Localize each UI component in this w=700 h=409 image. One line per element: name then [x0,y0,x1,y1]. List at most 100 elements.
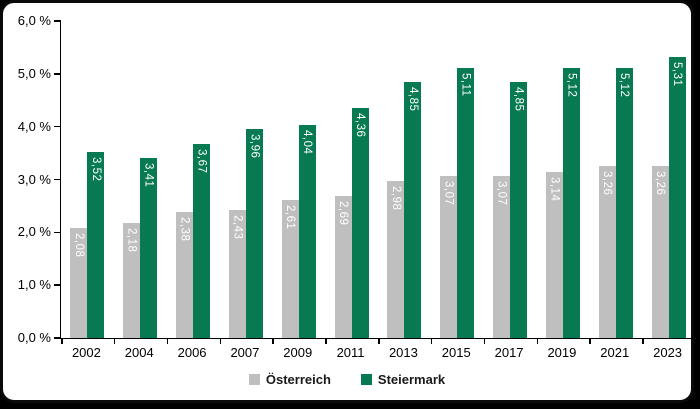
bar-group-2023: 3,26 5,31 [642,21,695,338]
x-tick-mark [483,338,486,344]
bar-steiermark-2011: 4,36 [351,107,369,338]
bar-value-label: 2,61 [284,205,297,230]
bar-value-label: 5,31 [671,62,684,87]
bar-value-label: 3,96 [248,133,261,159]
bar-steiermark-2017: 4,85 [510,81,528,338]
x-tick-mark [272,338,274,344]
legend-label: Steiermark [377,372,446,387]
bar-steiermark-2009: 4,04 [298,124,316,338]
bar-oesterreich-2015: 3,07 [440,175,458,338]
x-tick-mark [430,338,433,344]
x-tick-mark [113,338,116,344]
bar-value-label: 3,67 [195,149,208,174]
bar-value-label: 5,11 [459,73,472,97]
bar-oesterreich-2007: 2,43 [228,209,246,338]
bar-oesterreich-2017: 3,07 [493,175,511,338]
bar-group-2011: 2,69 4,36 [325,21,378,338]
bar-value-label: 3,52 [89,157,102,182]
legend: Österreich Steiermark [3,372,691,387]
y-tick-mark [54,284,61,286]
bar-value-label: 5,12 [565,72,578,97]
x-tick-mark [61,338,63,344]
y-axis-label: 6,0 % [17,13,51,28]
y-axis-label: 1,0 % [17,277,51,293]
legend-swatch [360,374,372,385]
bar-steiermark-2007: 3,96 [245,128,263,338]
bar-group-2006: 2,38 3,67 [167,21,220,338]
x-axis-label: 2021 [600,345,630,360]
bar-oesterreich-2006: 2,38 [176,212,194,338]
y-axis-label: 2,0 % [17,224,51,240]
x-axis-label: 2015 [441,345,471,360]
bar-group-2002: 2,08 3,52 [61,21,114,338]
x-tick-mark [642,338,644,344]
bar-groups: 2,08 3,52 2,18 3,41 2,38 3,67 2,43 3,96 2,61 4,04… [61,21,695,338]
bar-steiermark-2013: 4,85 [404,81,422,338]
bar-group-2004: 2,18 3,41 [114,21,167,338]
bar-steiermark-2021: 5,12 [615,67,633,338]
bar-group-2009: 2,61 4,04 [272,21,325,338]
x-axis-labels: 2002 2004 2006 2007 2009 2011 2013 2015 2017 2019… [60,345,694,360]
bar-steiermark-2006: 3,67 [193,144,211,338]
bar-steiermark-2015: 5,11 [457,68,475,338]
x-axis-label: 2013 [388,345,418,360]
bar-oesterreich-2004: 2,18 [123,222,141,338]
x-axis-label: 2006 [177,345,207,360]
legend-item-oesterreich: Österreich [248,372,331,387]
bar-oesterreich-2011: 2,69 [334,195,352,338]
y-tick-mark [54,231,61,234]
bar-value-label: 2,98 [389,185,402,210]
bar-value-label: 2,43 [231,214,244,240]
x-axis-label: 2009 [283,345,313,360]
bar-oesterreich-2009: 2,61 [281,200,299,338]
x-axis-label: 2019 [547,345,577,360]
legend-label: Österreich [265,372,331,387]
y-tick-mark [54,20,61,22]
bar-group-2007: 2,43 3,96 [219,21,272,338]
y-tick-mark [54,178,61,181]
x-axis-label: 2017 [494,345,524,360]
bar-group-2015: 3,07 5,11 [431,21,484,338]
x-axis-label: 2011 [336,345,365,360]
bar-value-label: 4,85 [406,86,419,112]
bar-oesterreich-2013: 2,98 [387,180,405,338]
bar-group-2019: 3,14 5,12 [536,21,589,338]
grouped-bar-chart: 2,08 3,52 2,18 3,41 2,38 3,67 2,43 3,96 2,61 4,04… [3,3,695,400]
bar-group-2017: 3,07 4,85 [484,21,537,338]
bar-steiermark-2004: 3,41 [140,157,158,338]
legend-swatch [248,374,260,385]
y-axis-label: 5,0 % [17,65,51,81]
y-axis-label: 3,0 % [17,171,51,187]
x-tick-mark [536,338,538,344]
bar-group-2013: 2,98 4,85 [378,21,431,338]
x-axis-label: 2007 [230,345,260,360]
x-axis-label: 2004 [124,345,154,360]
y-axis-label: 0,0 % [17,330,51,345]
bar-oesterreich-2023: 3,26 [651,165,669,338]
x-tick-mark [325,338,327,344]
y-tick-mark [54,125,61,128]
x-axis-label: 2002 [71,345,101,360]
bar-value-label: 2,38 [178,217,191,242]
bar-oesterreich-2019: 3,14 [545,172,563,338]
bar-steiermark-2019: 5,12 [562,67,580,338]
x-tick-mark [378,338,380,344]
bar-value-label: 3,26 [601,170,614,196]
bar-value-label: 3,41 [142,162,155,188]
y-tick-mark [54,73,61,75]
bar-value-label: 3,07 [442,180,455,206]
bar-value-label: 4,36 [354,112,367,138]
bar-value-label: 4,85 [512,86,525,112]
legend-item-steiermark: Steiermark [360,372,446,387]
x-tick-mark [589,338,591,344]
bar-steiermark-2002: 3,52 [87,152,105,338]
x-tick-mark [219,338,221,344]
bar-oesterreich-2002: 2,08 [70,228,88,338]
bar-value-label: 3,07 [495,180,508,206]
bar-value-label: 2,18 [125,227,138,253]
bar-value-label: 2,08 [72,233,85,258]
bar-value-label: 3,26 [654,170,667,196]
bar-value-label: 4,04 [301,129,314,154]
bar-oesterreich-2021: 3,26 [598,165,616,338]
x-tick-mark [166,338,169,344]
